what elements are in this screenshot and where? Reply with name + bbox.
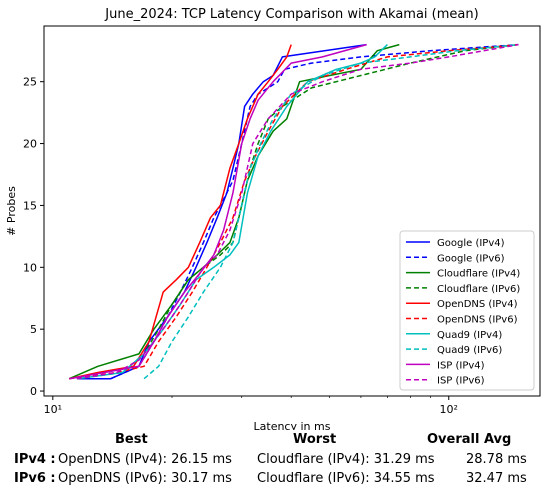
y-tick-label: 10 — [23, 261, 37, 274]
ipv4-worst: Cloudflare (IPv4): 31.29 ms — [257, 452, 435, 467]
y-tick-label: 15 — [23, 199, 37, 212]
legend-box — [399, 230, 535, 391]
y-axis-ticks: 0 5 10 15 20 25 — [23, 76, 44, 398]
ipv4-best: OpenDNS (IPv4): 26.15 ms — [58, 452, 232, 467]
y-tick-label: 5 — [30, 323, 37, 336]
x-tick-label: 10¹ — [44, 403, 62, 416]
legend-label: Cloudflare (IPv4) — [437, 269, 520, 280]
legend: Google (IPv4) Google (IPv6) Cloudflare (IP… — [399, 230, 535, 391]
row-label-ipv4: IPv4 : — [14, 452, 56, 467]
legend-label: ISP (IPv6) — [437, 376, 485, 387]
legend-label: Cloudflare (IPv6) — [437, 284, 520, 295]
series-line-cloudflare-ipv4 — [68, 43, 400, 380]
series-line-isp-ipv6 — [76, 43, 519, 380]
series-line-opendns-ipv4 — [69, 44, 292, 380]
legend-label: Quad9 (IPv4) — [437, 330, 502, 341]
x-axis-label: Latency in ms — [254, 420, 331, 430]
header-best: Best — [115, 432, 148, 447]
header-worst: Worst — [293, 432, 337, 447]
y-tick-label: 25 — [23, 76, 37, 89]
plot-frame — [43, 25, 541, 397]
legend-label: Google (IPv6) — [437, 253, 505, 264]
series-line-quad9-ipv4 — [76, 44, 388, 380]
row-label-ipv6: IPv6 : — [14, 471, 56, 486]
series-line-google-ipv4 — [76, 43, 367, 380]
summary-table: Best Worst Overall Avg IPv4 : OpenDNS (I… — [0, 428, 548, 494]
y-tick-label: 0 — [30, 385, 37, 398]
x-axis-ticks: 10¹ 10² — [44, 396, 458, 416]
legend-label: Quad9 (IPv6) — [437, 345, 502, 356]
ipv6-worst: Cloudflare (IPv6): 34.55 ms — [257, 471, 435, 486]
y-tick-label: 20 — [23, 138, 37, 151]
legend-label: Google (IPv4) — [437, 238, 505, 249]
legend-label: OpenDNS (IPv4) — [437, 299, 518, 310]
ipv6-overall-avg: 32.47 ms — [466, 471, 527, 486]
series-line-isp-ipv4 — [69, 43, 367, 380]
chart-title: June_2024: TCP Latency Comparison with A… — [104, 7, 478, 22]
legend-label: OpenDNS (IPv6) — [437, 315, 518, 326]
header-overall-avg: Overall Avg — [427, 432, 512, 447]
latency-chart: June_2024: TCP Latency Comparison with A… — [5, 7, 541, 430]
ipv4-overall-avg: 28.78 ms — [466, 452, 527, 467]
legend-label: ISP (IPv4) — [437, 360, 485, 371]
plot-lines — [68, 43, 519, 380]
x-tick-label: 10² — [440, 403, 458, 416]
y-axis-label: # Probes — [5, 186, 18, 236]
ipv6-best: OpenDNS (IPv6): 30.17 ms — [58, 471, 232, 486]
series-line-quad9-ipv6 — [143, 43, 519, 380]
